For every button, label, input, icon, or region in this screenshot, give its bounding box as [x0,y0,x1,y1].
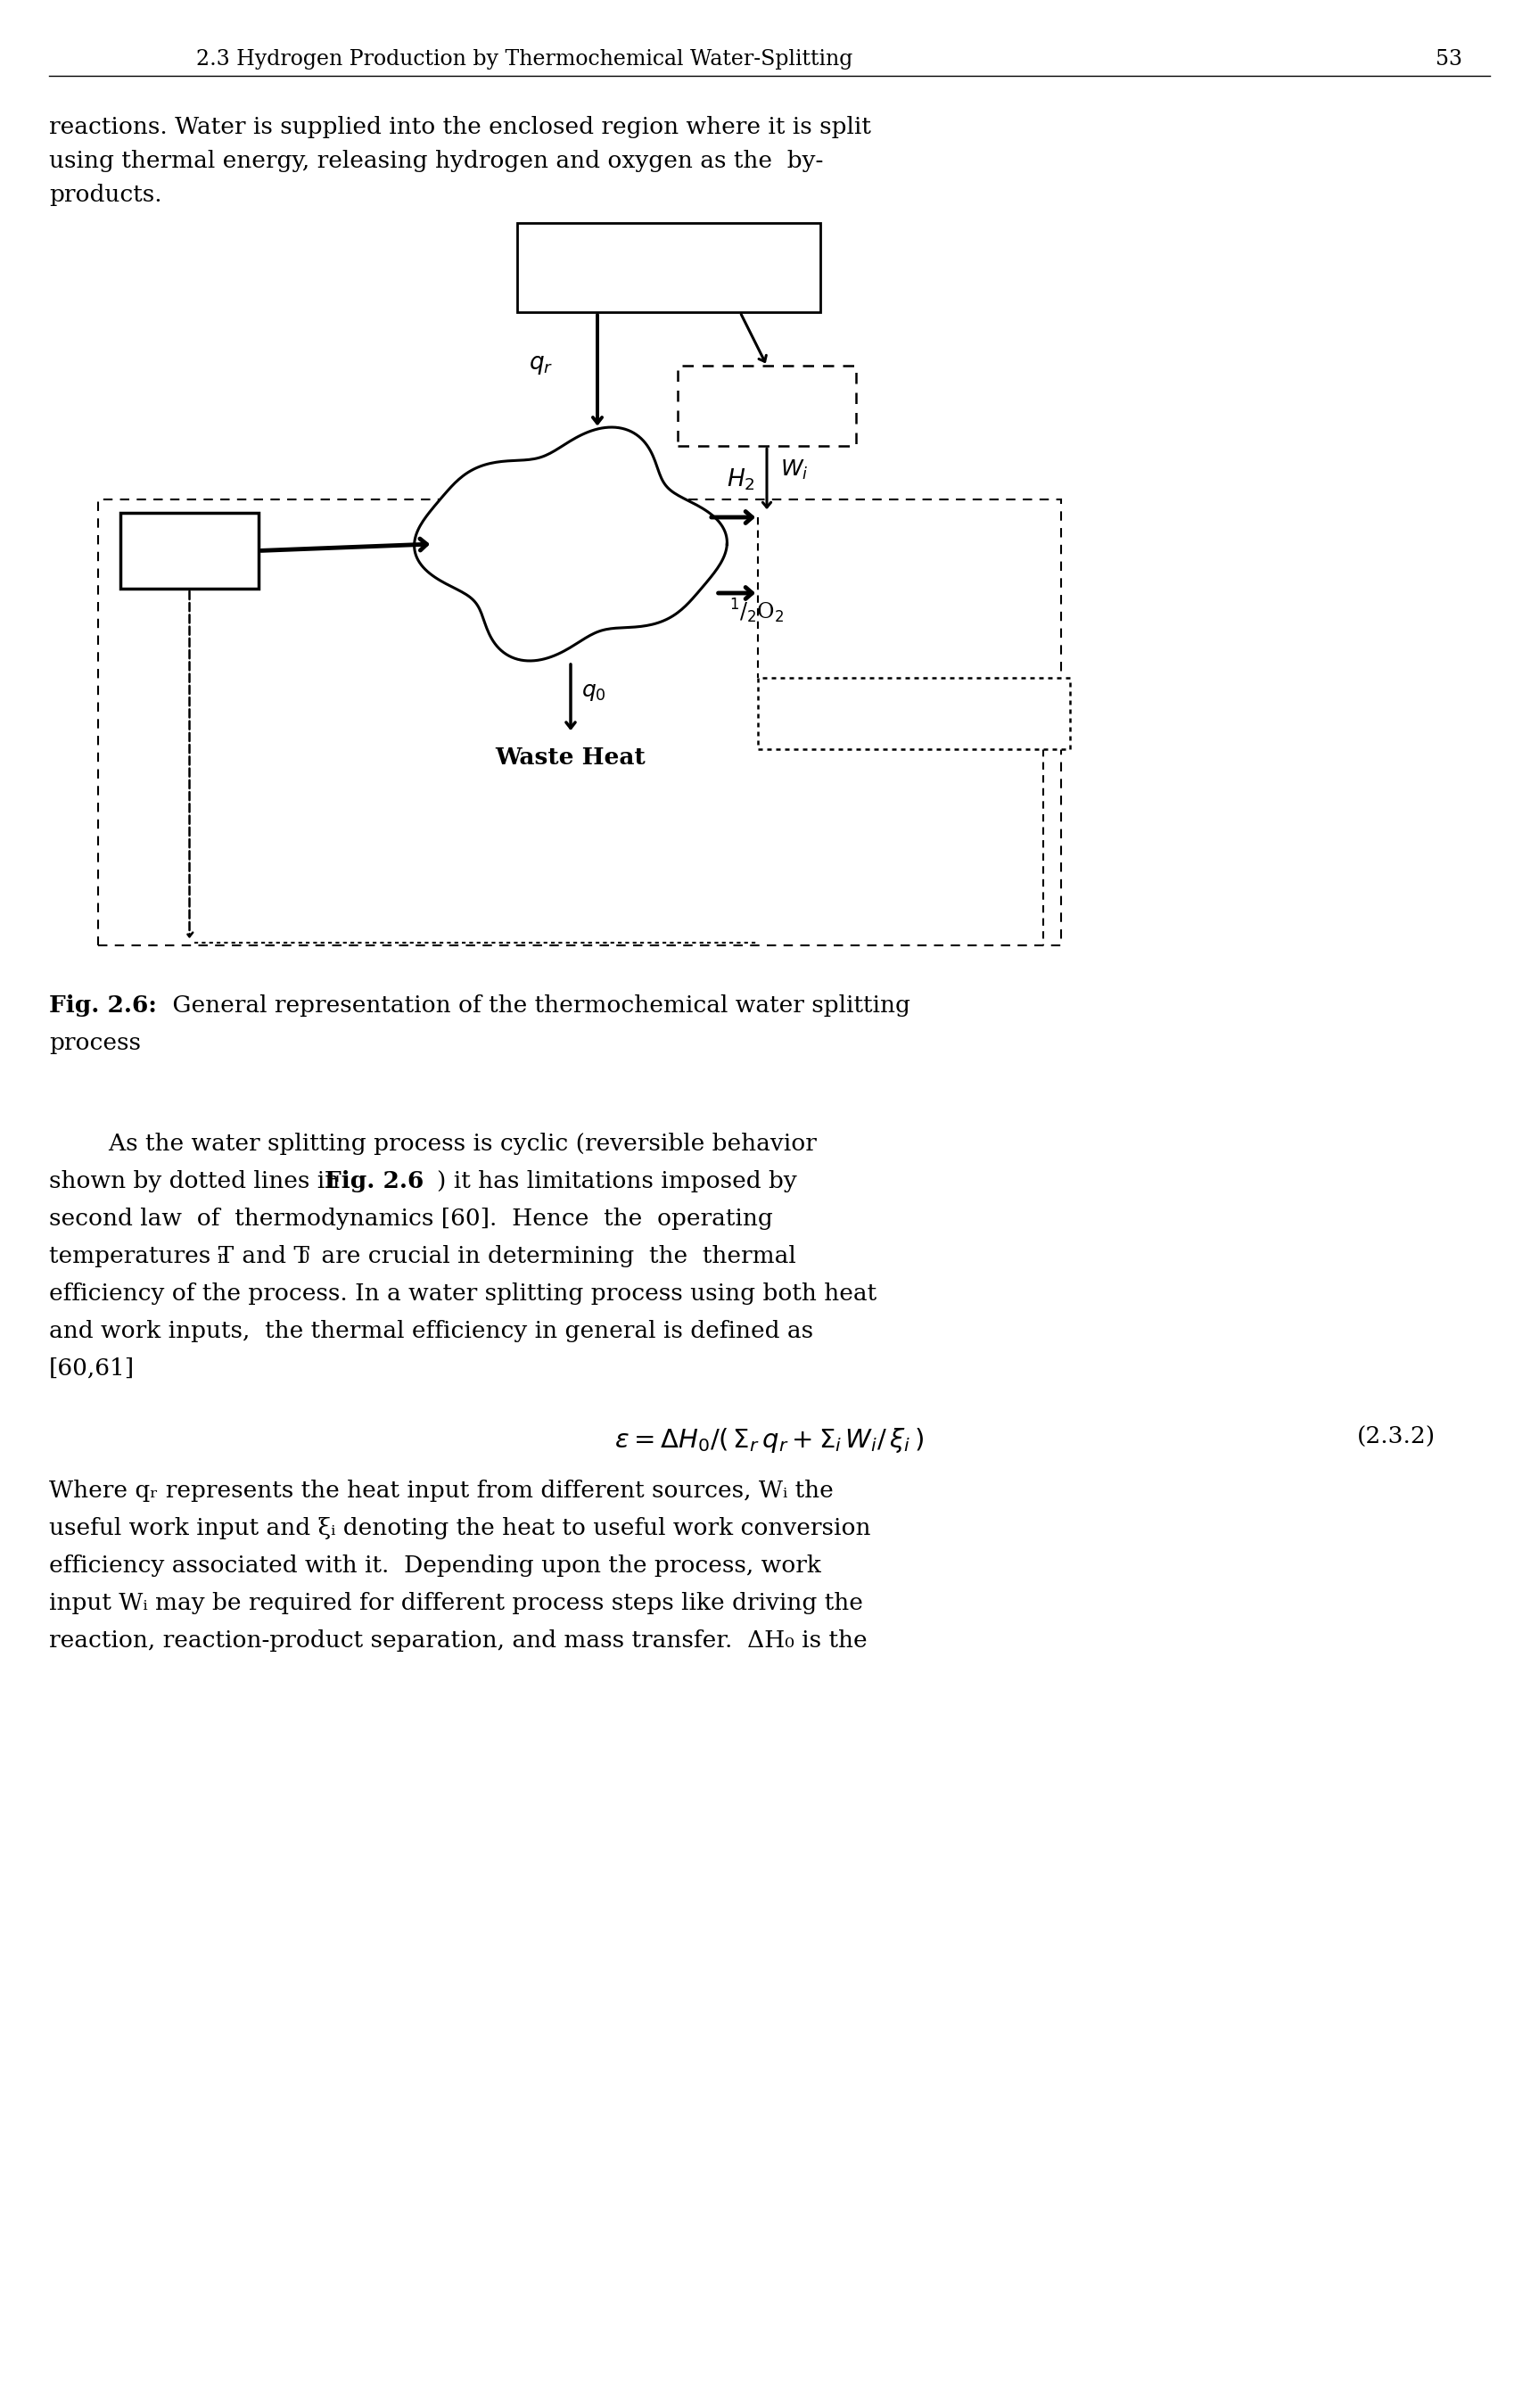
Text: Thermo-
chemical
Reactions: Thermo- chemical Reactions [516,482,626,554]
Text: $\varepsilon = \Delta H_0/(\,\Sigma_r\, q_r + \Sigma_i\, W_i/\,\xi_i\,)$: $\varepsilon = \Delta H_0/(\,\Sigma_r\, … [614,1426,925,1454]
Text: Heat Source: Heat Source [594,253,743,275]
Text: $W_i$: $W_i$ [780,458,808,482]
Text: temperatures T: temperatures T [49,1245,234,1267]
Text: and T: and T [234,1245,309,1267]
Text: H$_2$+$^1\!/_2$O$_2$  $\rightarrow$  H$_2$O: H$_2$+$^1\!/_2$O$_2$ $\rightarrow$ H$_2$… [810,696,1017,722]
Text: r: r [217,1250,225,1267]
Text: Where qᵣ represents the heat input from different sources, Wᵢ the: Where qᵣ represents the heat input from … [49,1479,834,1503]
Text: $q_0$: $q_0$ [582,684,606,703]
Text: process: process [49,1033,142,1055]
Bar [98,498,1060,946]
Text: [60,61]: [60,61] [49,1358,135,1380]
Text: As the water splitting process is cyclic (reversible behavior: As the water splitting process is cyclic… [49,1132,817,1156]
Text: products.: products. [49,183,162,207]
Text: efficiency associated with it.  Depending upon the process, work: efficiency associated with it. Depending… [49,1556,822,1577]
Text: 53: 53 [1436,48,1462,70]
Text: $q_r$: $q_r$ [528,354,553,376]
Text: $^1/_2$O$_2$: $^1/_2$O$_2$ [729,597,783,626]
Text: efficiency of the process. In a water splitting process using both heat: efficiency of the process. In a water sp… [49,1283,877,1305]
Text: input Wᵢ may be required for different process steps like driving the: input Wᵢ may be required for different p… [49,1592,863,1613]
Text: 0: 0 [300,1250,309,1267]
Text: reactions. Water is supplied into the enclosed region where it is split: reactions. Water is supplied into the en… [49,116,871,137]
Text: second law  of  thermodynamics [60].  Hence  the  operating: second law of thermodynamics [60]. Hence… [49,1206,773,1230]
Text: Fig. 2.6: Fig. 2.6 [325,1170,423,1192]
Text: General representation of the thermochemical water splitting: General representation of the thermochem… [165,995,911,1016]
Text: $H_2$: $H_2$ [726,467,756,491]
Bar [517,224,820,313]
Text: and work inputs,  the thermal efficiency in general is defined as: and work inputs, the thermal efficiency … [49,1320,813,1341]
Polygon shape [414,426,726,660]
Text: Work: Work [736,390,799,412]
Text: are crucial in determining  the  thermal: are crucial in determining the thermal [314,1245,796,1267]
Text: (2.3.2): (2.3.2) [1357,1426,1436,1447]
Text: ) it has limitations imposed by: ) it has limitations imposed by [437,1170,797,1192]
Bar [677,366,856,445]
Text: using thermal energy, releasing hydrogen and oxygen as the  by-: using thermal energy, releasing hydrogen… [49,149,823,171]
Text: Waste Heat: Waste Heat [496,746,646,768]
Text: H$_2$O: H$_2$O [163,535,215,559]
Text: 2.3 Hydrogen Production by Thermochemical Water-Splitting: 2.3 Hydrogen Production by Thermochemica… [195,48,853,70]
Text: reaction, reaction-product separation, and mass transfer.  ΔH₀ is the: reaction, reaction-product separation, a… [49,1630,868,1652]
Text: Fig. 2.6:: Fig. 2.6: [49,995,157,1016]
Text: shown by dotted lines in: shown by dotted lines in [49,1170,348,1192]
Bar [120,513,259,588]
Bar [757,677,1070,749]
Text: useful work input and ξᵢ denoting the heat to useful work conversion: useful work input and ξᵢ denoting the he… [49,1517,871,1539]
